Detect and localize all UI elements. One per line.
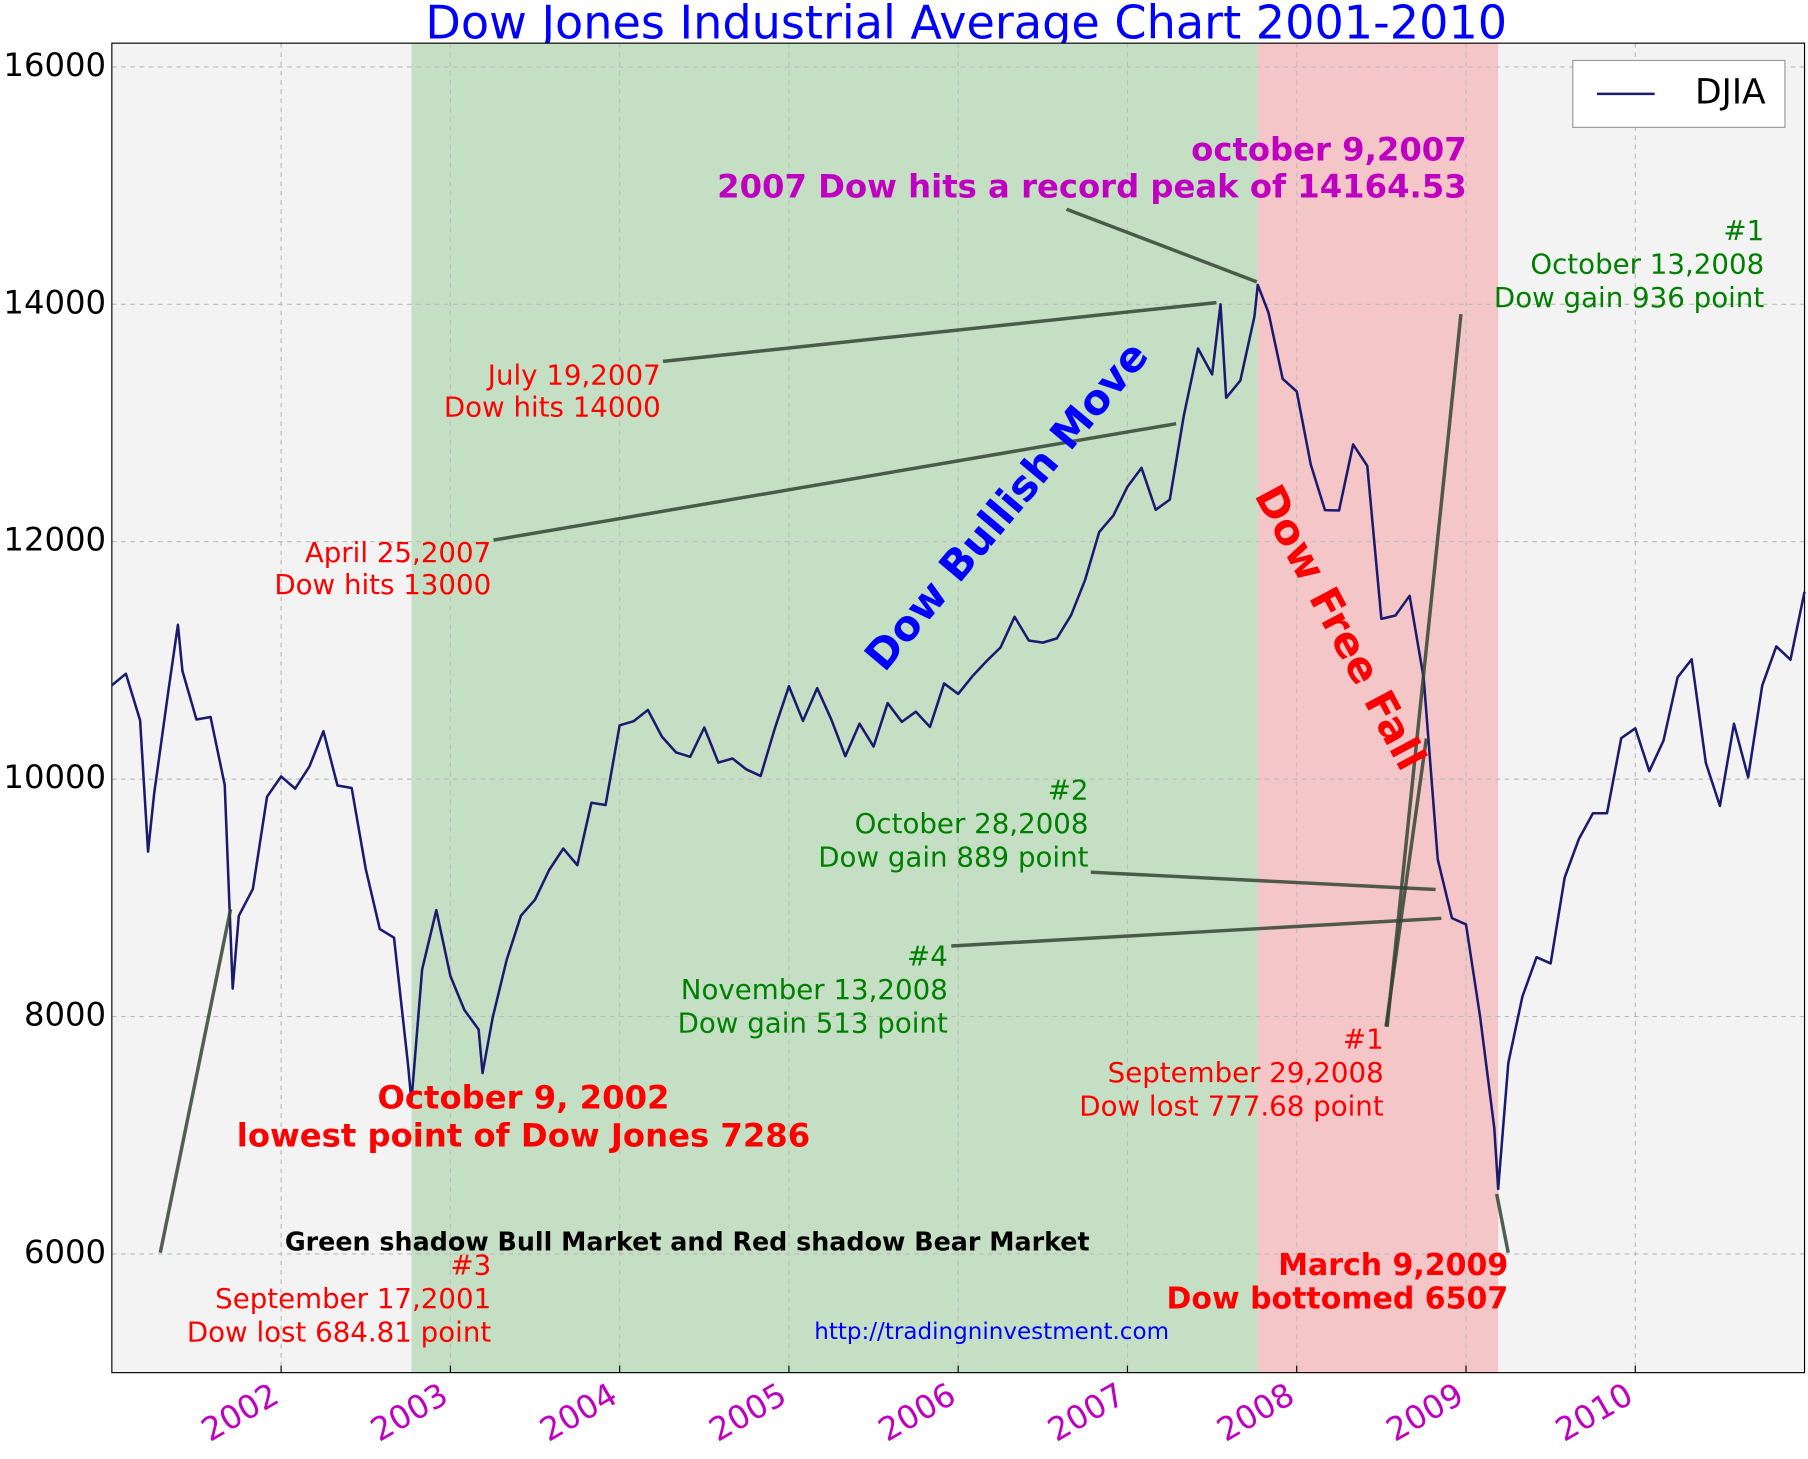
annotation-text: Green shadow Bull Market and Red shadow …	[285, 1226, 1090, 1256]
annotation-arrow	[951, 916, 1442, 948]
annotation: http://tradingninvestment.com	[814, 1319, 1169, 1345]
y-tick-label: 16000	[3, 46, 106, 84]
annotation-text: Dow gain 936 point	[1494, 281, 1764, 314]
annotation-text: October 28,2008	[855, 807, 1089, 840]
x-tick-label: 2003	[364, 1375, 454, 1449]
annotation-text: July 19,2007	[486, 358, 661, 391]
x-tick-label: 2004	[533, 1375, 623, 1449]
annotation-text: Dow gain 513 point	[678, 1006, 948, 1039]
annotation-arrow	[158, 908, 233, 1254]
annotation: Green shadow Bull Market and Red shadow …	[285, 1226, 1090, 1256]
annotation-text: http://tradingninvestment.com	[814, 1319, 1169, 1345]
annotation-text: 2007 Dow hits a record peak of 14164.53	[717, 167, 1467, 205]
annotation-text: Dow hits 13000	[274, 568, 491, 601]
legend-label: DJIA	[1695, 72, 1766, 112]
x-tick-label: 2006	[872, 1375, 962, 1449]
annotation-text: October 13,2008	[1530, 248, 1764, 281]
annotation-text: Dow gain 889 point	[818, 840, 1088, 873]
annotation-arrow	[1065, 207, 1258, 284]
annotation-text: Dow bottomed 6507	[1166, 1281, 1508, 1316]
annotation-text: lowest point of Dow Jones 7286	[237, 1116, 810, 1154]
y-tick-label: 8000	[24, 996, 106, 1034]
chart-title: Dow Jones Industrial Average Chart 2001-…	[425, 0, 1507, 49]
plot-frame	[111, 42, 1806, 1374]
x-tick-label: 2008	[1210, 1375, 1300, 1449]
x-tick-label: 2002	[195, 1375, 285, 1449]
y-tick-label: 12000	[3, 521, 106, 559]
y-tick-label: 14000	[3, 283, 106, 321]
legend: DJIA	[1572, 59, 1786, 128]
annotation-arrow	[662, 300, 1217, 364]
annotation-text: March 9,2009	[1278, 1248, 1508, 1283]
annotation-text: April 25,2007	[305, 536, 491, 569]
y-tick-label: 10000	[3, 758, 106, 796]
annotation-text: Dow lost 777.68 point	[1079, 1089, 1384, 1122]
data-line	[111, 283, 1806, 1191]
x-tick-label: 2007	[1041, 1375, 1131, 1449]
annotation-arrow	[1384, 738, 1429, 1027]
annotation-text: #3	[450, 1249, 491, 1282]
annotation-arrow	[1090, 870, 1436, 892]
x-tick-label: 2009	[1380, 1375, 1470, 1449]
annotation-text: November 13,2008	[681, 973, 948, 1006]
annotation-text: October 9, 2002	[377, 1078, 669, 1116]
market-span	[1257, 43, 1499, 1373]
annotation-text: #4	[907, 940, 948, 973]
annotation-arrow	[1494, 1193, 1510, 1254]
annotation-text: #1	[1343, 1023, 1384, 1056]
annotation-arrow	[493, 421, 1177, 542]
annotation-text: october 9,2007	[1191, 131, 1467, 169]
market-span	[411, 43, 1258, 1373]
annotation-text: Dow hits 14000	[444, 391, 661, 424]
annotation-text: September 17,2001	[215, 1282, 491, 1315]
annotation-text: September 29,2008	[1108, 1056, 1384, 1089]
annotation-arrow	[1385, 313, 1463, 1027]
annotation-text: Dow lost 684.81 point	[187, 1315, 492, 1348]
x-tick-label: 2010	[1549, 1375, 1639, 1449]
y-tick-label: 6000	[24, 1233, 106, 1271]
annotation-text: #2	[1048, 773, 1089, 806]
x-tick-label: 2005	[703, 1375, 793, 1449]
annotation-text: #1	[1723, 214, 1764, 247]
